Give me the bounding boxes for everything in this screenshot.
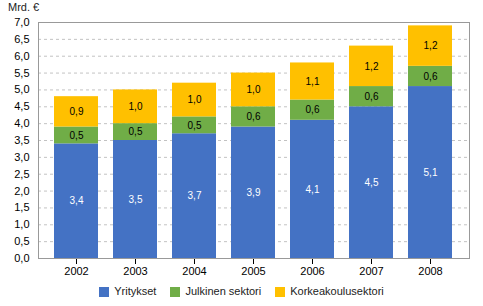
svg-text:0,9: 0,9 [70,106,84,117]
svg-text:0,6: 0,6 [365,91,379,102]
svg-text:3,9: 3,9 [247,187,261,198]
svg-text:5,5: 5,5 [14,67,29,79]
svg-text:6,5: 6,5 [14,33,29,45]
svg-text:6,0: 6,0 [14,50,29,62]
html-text:Mrd. €: Mrd. € [8,1,40,13]
svg-text:0,5: 0,5 [129,126,143,137]
svg-text:2,0: 2,0 [14,185,29,197]
svg-text:2,5: 2,5 [14,168,29,180]
html-text:Julkinen sektori: Julkinen sektori [185,285,262,297]
svg-text:0,5: 0,5 [70,130,84,141]
svg-text:7,0: 7,0 [14,16,29,28]
svg-text:1,5: 1,5 [14,201,29,213]
svg-text:3,4: 3,4 [70,195,84,206]
svg-text:5,1: 5,1 [424,167,438,178]
svg-text:1,2: 1,2 [365,61,379,72]
svg-text:4,1: 4,1 [306,184,320,195]
svg-text:1,1: 1,1 [306,76,320,87]
html-text:Yritykset: Yritykset [114,285,157,297]
svg-text:0,5: 0,5 [14,235,29,247]
svg-text:4,0: 4,0 [14,117,29,129]
svg-text:1,0: 1,0 [247,84,261,95]
svg-text:0,6: 0,6 [306,104,320,115]
svg-text:0,6: 0,6 [247,111,261,122]
svg-text:2008: 2008 [418,265,442,277]
svg-text:2005: 2005 [241,265,265,277]
svg-text:0,6: 0,6 [424,71,438,82]
svg-text:2004: 2004 [182,265,206,277]
svg-text:3,5: 3,5 [14,134,29,146]
svg-text:4,5: 4,5 [14,100,29,112]
html-text:Korkeakoulusektori: Korkeakoulusektori [290,285,384,297]
svg-text:2006: 2006 [300,265,324,277]
svg-text:4,5: 4,5 [365,177,379,188]
svg-text:2002: 2002 [64,265,88,277]
svg-text:1,2: 1,2 [424,40,438,51]
svg-text:1,0: 1,0 [129,101,143,112]
svg-text:0,5: 0,5 [188,120,202,131]
svg-text:2007: 2007 [359,265,383,277]
svg-text:1,0: 1,0 [14,218,29,230]
svg-text:3,0: 3,0 [14,151,29,163]
svg-text:3,5: 3,5 [129,194,143,205]
svg-text:3,7: 3,7 [188,190,202,201]
svg-text:1,0: 1,0 [188,94,202,105]
svg-text:5,0: 5,0 [14,83,29,95]
svg-text:0,0: 0,0 [14,252,29,264]
svg-text:2003: 2003 [123,265,147,277]
